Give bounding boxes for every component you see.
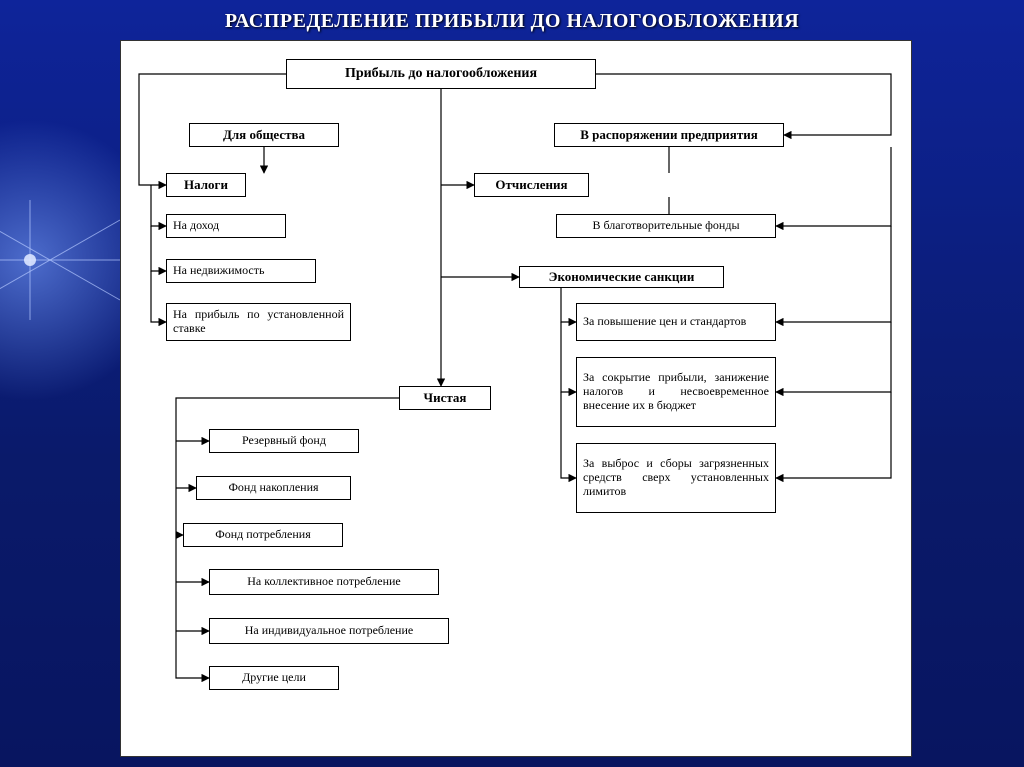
node-other: Другие цели — [209, 666, 339, 690]
node-net: Чистая — [399, 386, 491, 410]
node-collective: На коллективное потребление — [209, 569, 439, 595]
node-individual: На индивидуальное потребление — [209, 618, 449, 644]
node-reserve: Резервный фонд — [209, 429, 359, 453]
node-deductions: Отчисления — [474, 173, 589, 197]
node-sanctions: Экономические санкции — [519, 266, 724, 288]
node-sanc_price: За повышение цен и стандартов — [576, 303, 776, 341]
node-tax_income: На доход — [166, 214, 286, 238]
slide-title: РАСПРЕДЕЛЕНИЕ ПРИБЫЛИ ДО НАЛОГООБЛОЖЕНИЯ — [0, 10, 1024, 33]
node-enterprise: В распоряжении предприятия — [554, 123, 784, 147]
node-root: Прибыль до налогообложения — [286, 59, 596, 89]
node-charity: В благотворительные фонды — [556, 214, 776, 238]
node-sanc_hide: За сокрытие прибыли, занижение налогов и… — [576, 357, 776, 427]
node-taxes: Налоги — [166, 173, 246, 197]
node-accum: Фонд накопления — [196, 476, 351, 500]
node-sanc_waste: За выброс и сборы загрязненных средств с… — [576, 443, 776, 513]
connectors-layer — [121, 41, 911, 756]
node-tax_profit: На прибыль по установленной ставке — [166, 303, 351, 341]
slide-stage: РАСПРЕДЕЛЕНИЕ ПРИБЫЛИ ДО НАЛОГООБЛОЖЕНИЯ… — [0, 0, 1024, 767]
diagram-panel: Прибыль до налогообложения Для общества В … — [120, 40, 912, 757]
node-consume: Фонд потребления — [183, 523, 343, 547]
node-society: Для общества — [189, 123, 339, 147]
node-tax_realty: На недвижимость — [166, 259, 316, 283]
